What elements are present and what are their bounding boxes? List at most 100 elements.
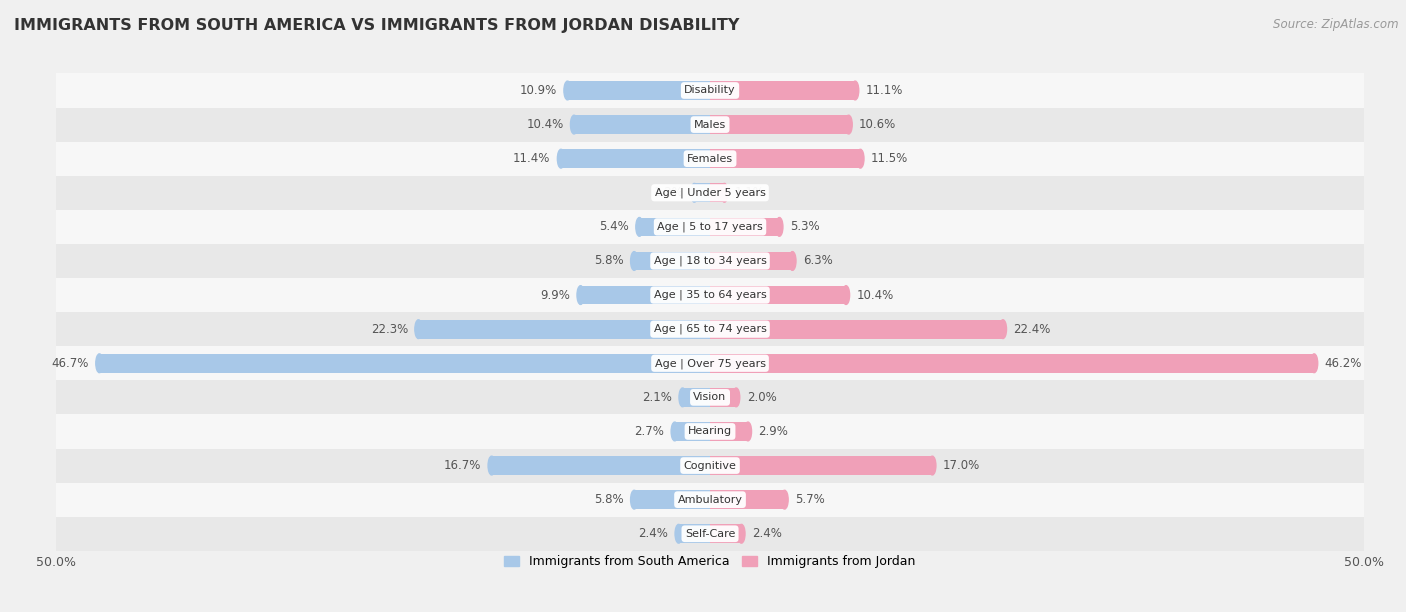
Text: 9.9%: 9.9% (540, 289, 569, 302)
Bar (710, 149, 860, 168)
Text: 10.4%: 10.4% (856, 289, 894, 302)
Circle shape (780, 490, 789, 509)
Text: 46.2%: 46.2% (1324, 357, 1362, 370)
Circle shape (1310, 354, 1317, 373)
Circle shape (845, 115, 852, 134)
Bar (710, 490, 785, 509)
Bar (710, 524, 741, 543)
Text: Age | Under 5 years: Age | Under 5 years (655, 187, 765, 198)
Circle shape (675, 524, 682, 543)
Text: 22.4%: 22.4% (1014, 323, 1050, 335)
Bar (710, 115, 849, 134)
Bar (492, 456, 710, 475)
Bar (710, 422, 748, 441)
Bar (56, 176, 1364, 210)
Text: 6.3%: 6.3% (803, 255, 832, 267)
Text: Self-Care: Self-Care (685, 529, 735, 539)
Bar (56, 141, 1364, 176)
Bar (56, 414, 1364, 449)
Circle shape (856, 149, 865, 168)
Circle shape (744, 422, 752, 441)
Circle shape (721, 184, 728, 202)
Bar (56, 517, 1364, 551)
Circle shape (679, 388, 686, 407)
Text: Vision: Vision (693, 392, 727, 402)
Bar (581, 286, 710, 304)
Text: Females: Females (688, 154, 733, 163)
Text: 5.8%: 5.8% (595, 493, 624, 506)
Text: Cognitive: Cognitive (683, 461, 737, 471)
Text: 5.8%: 5.8% (595, 255, 624, 267)
Circle shape (571, 115, 578, 134)
Bar (568, 81, 710, 100)
Text: Disability: Disability (685, 86, 735, 95)
Bar (710, 252, 793, 271)
Circle shape (576, 286, 583, 304)
Bar (695, 184, 710, 202)
Text: 5.7%: 5.7% (794, 493, 825, 506)
Circle shape (733, 388, 740, 407)
Text: 11.1%: 11.1% (866, 84, 903, 97)
Text: Age | 18 to 34 years: Age | 18 to 34 years (654, 256, 766, 266)
Bar (56, 244, 1364, 278)
Bar (710, 217, 779, 236)
Bar (682, 388, 710, 407)
Text: Ambulatory: Ambulatory (678, 494, 742, 505)
Text: 2.7%: 2.7% (634, 425, 664, 438)
Circle shape (690, 184, 697, 202)
Circle shape (1000, 320, 1007, 338)
Bar (561, 149, 710, 168)
Circle shape (415, 320, 422, 338)
Text: 10.9%: 10.9% (520, 84, 557, 97)
Bar (710, 81, 855, 100)
Bar (56, 73, 1364, 108)
Text: 1.1%: 1.1% (735, 186, 765, 200)
Text: 46.7%: 46.7% (52, 357, 89, 370)
Text: 1.2%: 1.2% (654, 186, 683, 200)
Text: 5.3%: 5.3% (790, 220, 820, 233)
Circle shape (842, 286, 849, 304)
Bar (56, 278, 1364, 312)
Text: 2.4%: 2.4% (752, 528, 782, 540)
Text: 11.4%: 11.4% (513, 152, 551, 165)
Circle shape (929, 456, 936, 475)
Bar (710, 388, 737, 407)
Text: 22.3%: 22.3% (371, 323, 408, 335)
Text: Age | 65 to 74 years: Age | 65 to 74 years (654, 324, 766, 334)
Text: 10.4%: 10.4% (526, 118, 564, 131)
Text: 5.4%: 5.4% (599, 220, 628, 233)
Circle shape (776, 217, 783, 236)
Text: 2.4%: 2.4% (638, 528, 668, 540)
Bar (56, 210, 1364, 244)
Bar (710, 286, 846, 304)
Circle shape (852, 81, 859, 100)
Text: Hearing: Hearing (688, 427, 733, 436)
Bar (56, 108, 1364, 141)
Circle shape (557, 149, 565, 168)
Text: 2.1%: 2.1% (643, 391, 672, 404)
Text: 16.7%: 16.7% (444, 459, 481, 472)
Text: Source: ZipAtlas.com: Source: ZipAtlas.com (1274, 18, 1399, 31)
Bar (679, 524, 710, 543)
Bar (710, 456, 932, 475)
Bar (419, 320, 710, 338)
Text: Age | 5 to 17 years: Age | 5 to 17 years (657, 222, 763, 232)
Legend: Immigrants from South America, Immigrants from Jordan: Immigrants from South America, Immigrant… (499, 550, 921, 573)
Bar (56, 346, 1364, 380)
Bar (634, 252, 710, 271)
Bar (56, 312, 1364, 346)
Text: Age | 35 to 64 years: Age | 35 to 64 years (654, 290, 766, 300)
Text: 17.0%: 17.0% (943, 459, 980, 472)
Bar (634, 490, 710, 509)
Text: 2.9%: 2.9% (758, 425, 789, 438)
Text: Males: Males (695, 119, 725, 130)
Text: IMMIGRANTS FROM SOUTH AMERICA VS IMMIGRANTS FROM JORDAN DISABILITY: IMMIGRANTS FROM SOUTH AMERICA VS IMMIGRA… (14, 18, 740, 34)
Bar (710, 354, 1315, 373)
Circle shape (631, 490, 638, 509)
Bar (640, 217, 710, 236)
Circle shape (636, 217, 643, 236)
Text: 2.0%: 2.0% (747, 391, 776, 404)
Circle shape (738, 524, 745, 543)
Circle shape (789, 252, 796, 271)
Circle shape (631, 252, 638, 271)
